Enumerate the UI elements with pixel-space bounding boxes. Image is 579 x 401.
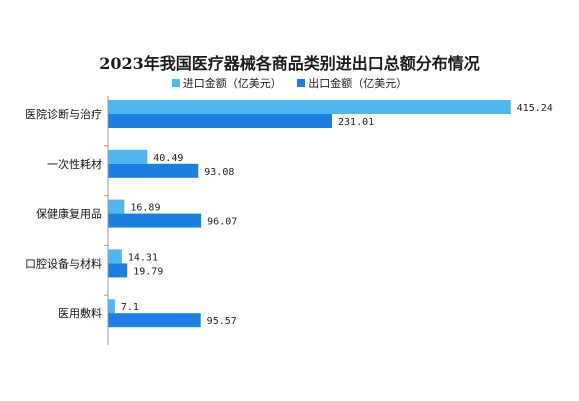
value-label-import-1: 40.49 <box>153 153 183 164</box>
legend-swatch-export <box>297 79 306 87</box>
value-label-export-2: 96.07 <box>207 217 237 228</box>
bar-import-0 <box>108 100 511 114</box>
bar-export-3 <box>108 263 128 278</box>
bar-export-0 <box>108 114 333 128</box>
bar-import-1 <box>108 149 148 164</box>
value-label-export-0: 231.01 <box>338 117 374 128</box>
value-label-import-3: 14.31 <box>128 252 158 263</box>
bar-import-2 <box>108 199 125 214</box>
chart-title: 2023年我国医疗器械各商品类别进出口总额分布情况 <box>99 54 480 73</box>
value-label-import-0: 415.24 <box>517 103 553 114</box>
value-label-export-3: 19.79 <box>133 266 163 277</box>
category-label-0: 医院诊断与治疗 <box>25 107 102 121</box>
legend: 进口金额（亿美元） 出口金额（亿美元） <box>0 75 579 91</box>
legend-swatch-import <box>171 79 180 87</box>
legend-label-export: 出口金额（亿美元） <box>308 77 408 90</box>
value-label-export-1: 93.08 <box>204 167 234 178</box>
value-label-import-4: 7.1 <box>121 302 139 313</box>
bar-export-4 <box>108 313 201 328</box>
category-label-3: 口腔设备与材料 <box>25 256 102 270</box>
bar-export-2 <box>108 213 202 228</box>
bar-import-4 <box>108 299 115 314</box>
value-label-export-4: 95.57 <box>207 316 237 327</box>
legend-item-export: 出口金额（亿美元） <box>297 75 407 91</box>
legend-item-import: 进口金额（亿美元） <box>171 75 282 91</box>
bar-export-1 <box>108 163 199 178</box>
category-label-1: 一次性耗材 <box>47 157 102 171</box>
category-label-4: 医用敷料 <box>58 306 102 320</box>
value-label-import-2: 16.89 <box>130 203 160 214</box>
category-label-2: 保健康复用品 <box>36 207 102 221</box>
legend-label-import: 进口金额（亿美元） <box>182 77 282 90</box>
bar-import-3 <box>108 249 122 264</box>
